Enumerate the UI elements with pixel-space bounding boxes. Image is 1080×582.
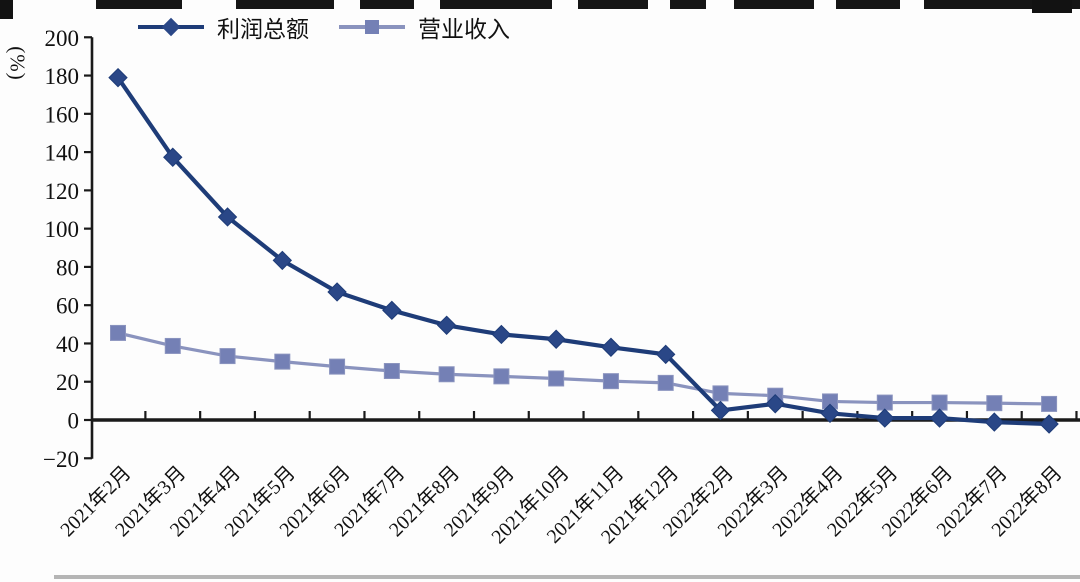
- y-tick-label: 180: [45, 64, 80, 89]
- revenue-series-line: [117, 331, 1050, 406]
- revenue-data-point-marker: [712, 385, 729, 402]
- revenue-data-point-marker: [548, 370, 565, 387]
- profit-data-point-marker: [984, 412, 1005, 432]
- revenue-data-point-marker: [1041, 395, 1058, 412]
- profit-data-point-marker: [546, 329, 566, 349]
- profit-data-point-marker: [765, 394, 785, 414]
- profit-data-point-marker: [217, 207, 238, 227]
- revenue-data-point-marker: [986, 395, 1003, 412]
- profit-data-point-marker: [327, 282, 347, 302]
- y-tick-label: 60: [56, 294, 79, 319]
- profit-line-sample: [138, 17, 204, 37]
- chart-legend: 利润总额 营业收入: [138, 10, 510, 44]
- legend-label-profit: 利润总额: [217, 17, 309, 42]
- legend-item-revenue: 营业收入: [339, 10, 510, 44]
- y-tick-label: −20: [43, 447, 79, 472]
- cropped-text-artifact-right: [1032, 0, 1072, 13]
- y-tick-label: 160: [45, 102, 80, 127]
- y-tick-label: 20: [56, 370, 79, 395]
- cropped-text-artifact: [0, 0, 1080, 9]
- y-tick-label: 120: [45, 179, 80, 204]
- profit-data-point-marker: [820, 403, 840, 424]
- square-marker-icon: [365, 20, 379, 34]
- legend-item-profit: 利润总额: [138, 10, 309, 44]
- profit-data-point-marker: [491, 324, 512, 345]
- profit-data-point-marker: [929, 408, 950, 428]
- y-tick-label: 100: [45, 217, 80, 242]
- revenue-data-point-marker: [329, 358, 346, 375]
- revenue-data-point-marker: [657, 374, 674, 391]
- revenue-data-point-marker: [164, 337, 181, 354]
- y-tick-label: 200: [45, 26, 80, 51]
- revenue-data-point-marker: [876, 394, 893, 411]
- profit-data-point-marker: [108, 67, 128, 88]
- legend-label-revenue: 营业收入: [418, 17, 510, 42]
- revenue-data-point-marker: [383, 363, 400, 380]
- revenue-data-point-marker: [438, 366, 455, 383]
- y-tick-label: 40: [56, 332, 79, 357]
- revenue-data-point-marker: [493, 368, 510, 385]
- profit-data-point-marker: [382, 300, 402, 321]
- profit-data-point-marker: [710, 400, 731, 421]
- y-tick-label: 80: [56, 255, 79, 280]
- y-tick-label: 140: [45, 141, 80, 166]
- profit-data-point-marker: [272, 250, 293, 271]
- bottom-border-line: [54, 575, 1080, 579]
- profit-series-line: [116, 76, 1050, 427]
- profit-data-point-marker: [875, 408, 895, 428]
- profit-data-point-marker: [655, 344, 676, 365]
- profit-data-point-marker: [163, 147, 183, 167]
- y-tick-label: 0: [68, 409, 80, 434]
- revenue-data-point-marker: [110, 324, 126, 341]
- profit-data-point-marker: [436, 315, 457, 335]
- profit-data-point-marker: [1039, 414, 1059, 434]
- revenue-data-point-marker: [931, 394, 948, 411]
- profit-data-point-marker: [601, 337, 621, 357]
- revenue-data-point-marker: [219, 348, 236, 365]
- revenue-data-point-marker: [602, 373, 619, 390]
- cropped-text-artifact-left: [0, 0, 13, 19]
- revenue-line-sample: [339, 20, 405, 34]
- revenue-data-point-marker: [274, 353, 291, 370]
